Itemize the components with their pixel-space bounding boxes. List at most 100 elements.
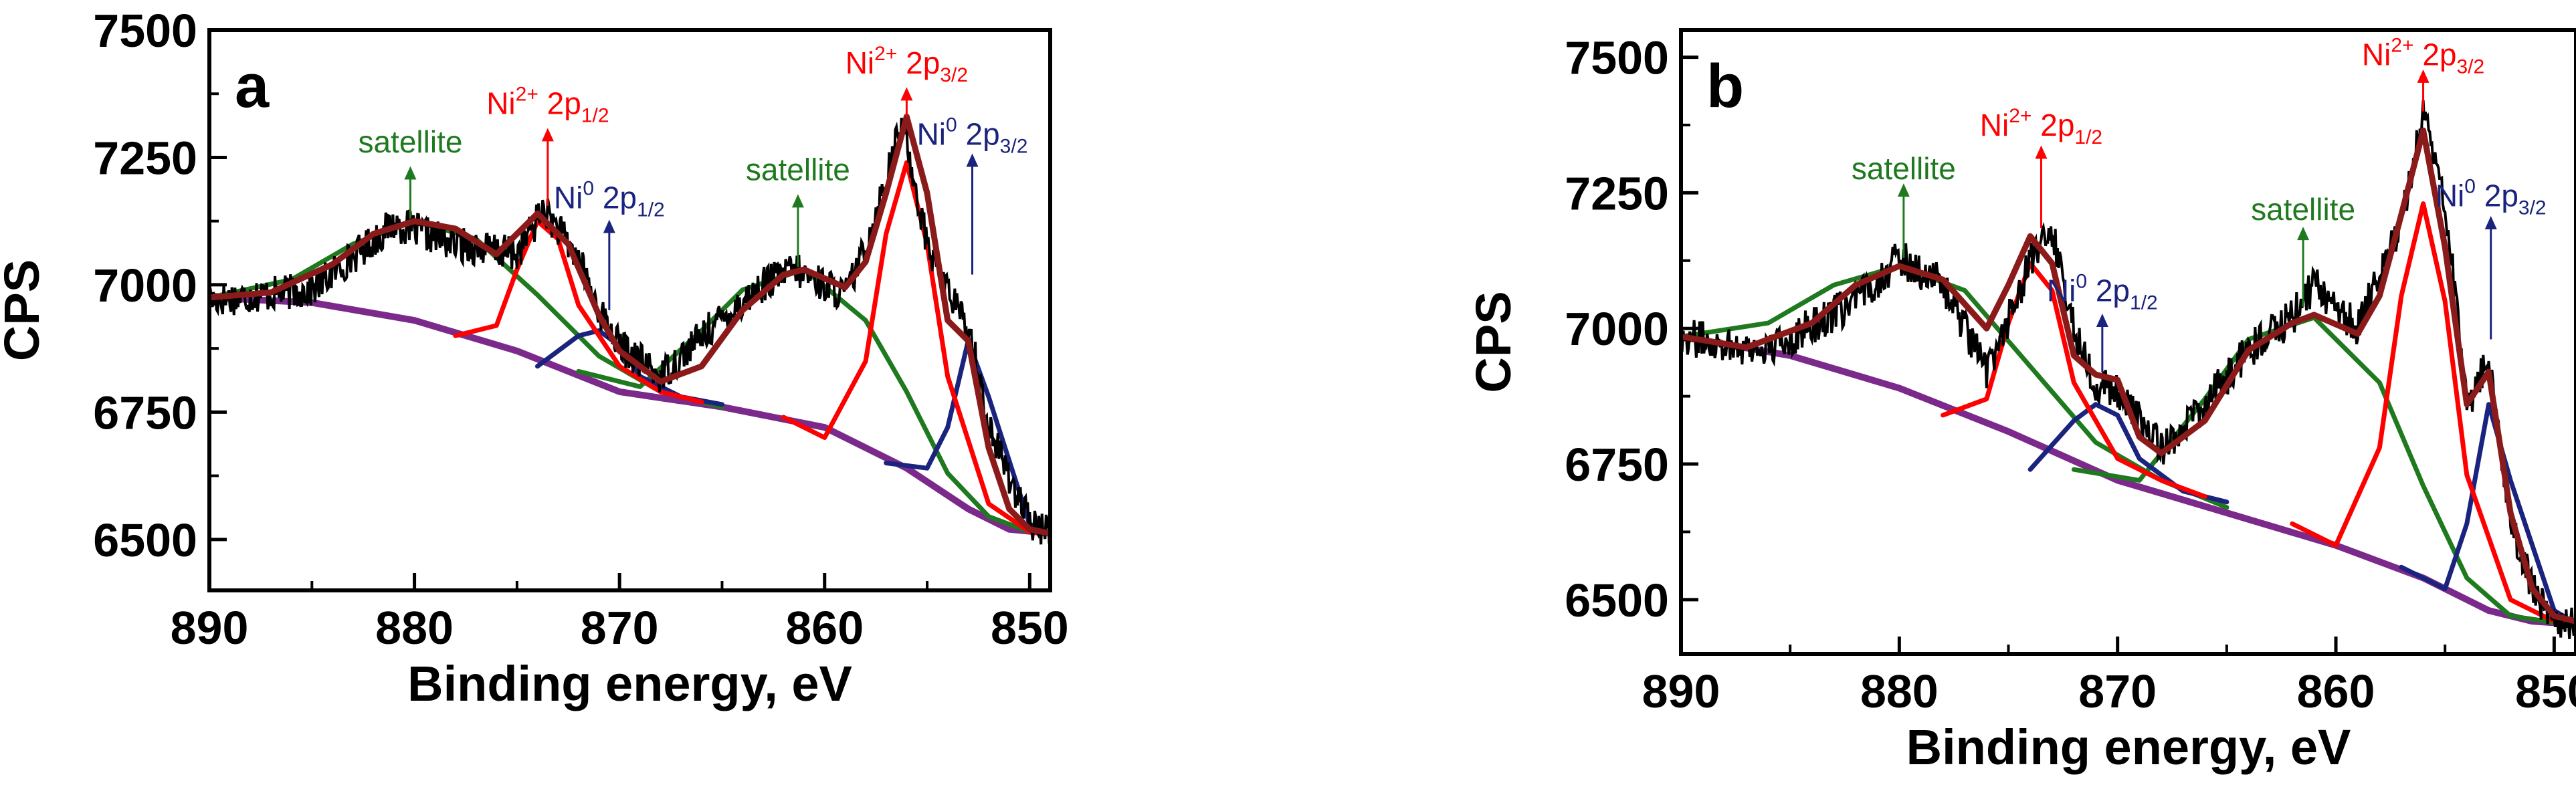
panel-b-y-tick-label: 6500	[1565, 574, 1669, 626]
panel-b-annotation-label: Ni2+ 2p3/2	[2362, 35, 2484, 78]
panel-a-annotation-label: Ni0 2p3/2	[917, 114, 1028, 157]
panel-a-frame	[207, 28, 1052, 592]
panel-b-annotation-tail: 2p	[2414, 37, 2457, 72]
panel-b-axes: 890 880 870 860 850 6500 6750 7000 7250 7500	[1565, 32, 2576, 717]
panel-b-x-tick-label: 860	[2297, 665, 2375, 717]
panel-a-annotation-sub: 1/2	[581, 105, 609, 127]
panel-a-annotation-tail: 2p	[897, 45, 940, 80]
panel-b-annotation-arrowhead	[2417, 69, 2430, 83]
panel-a-annotation-text: Ni	[917, 116, 946, 151]
panel-b-xlabel: Binding energy, eV	[1906, 719, 2351, 775]
panel-b-annotation-label: Ni2+ 2p1/2	[1980, 105, 2102, 148]
panel-a-annotation: Ni2+ 2p1/2	[486, 84, 609, 206]
panel-b-frame	[1679, 28, 2576, 656]
panel-a-letter: a	[235, 52, 270, 120]
panel-a-x-tick-label: 880	[375, 602, 454, 654]
panel-b-y-tick-label: 7000	[1565, 303, 1669, 355]
panel-a-annotation-tail: 2p	[594, 181, 637, 215]
panel-a-annotation-arrowhead	[603, 219, 615, 233]
panel-a-annotation-tail: 2p	[538, 86, 581, 121]
panel-b-annotation-text: satellite	[2251, 192, 2355, 227]
panel-b-background-curve	[1681, 333, 2576, 628]
panel-a-annotation-arrowhead	[966, 153, 979, 167]
panel-a-annotation-text: Ni	[846, 45, 874, 80]
panel-b-ni0-2p1-2-curve	[2027, 402, 2230, 505]
panel-b-annotation-sub: 1/2	[2074, 126, 2102, 148]
panel-b-annotation-arrowhead	[2297, 227, 2310, 241]
panel-a-annotation-label: Ni0 2p1/2	[554, 178, 665, 221]
panel-a-axes: 890 880 870 860 850 6500 6750 7000 7250 7500	[93, 5, 1068, 654]
panel-a-annotation-text: Ni	[486, 86, 515, 121]
panel-a-annotation-arrowhead	[900, 87, 913, 101]
panel-a-annotation-text: satellite	[746, 152, 850, 187]
panel-b-annotation-label: Ni0 2p3/2	[2436, 176, 2547, 219]
panel-a-y-tick-label: 6500	[93, 514, 197, 566]
panel-b-annotation-sub: 3/2	[2457, 56, 2485, 78]
panel-b-annotation-text: satellite	[1852, 151, 1956, 186]
panel-a-y-tick-label: 7500	[93, 5, 197, 57]
panel-a-background-curve	[209, 294, 1050, 537]
panel-a-annotation-arrowhead	[541, 128, 554, 142]
panel-b-annotation-label: satellite	[1852, 151, 1956, 186]
panel-b-y-tick-label: 7500	[1565, 32, 1669, 84]
panel-b-annotation: Ni0 2p1/2	[2047, 271, 2158, 372]
panel-b-y-tick-label: 7250	[1565, 167, 1669, 219]
panel-b-annotation-tail: 2p	[2476, 179, 2518, 213]
panel-a-ylabel: CPS	[0, 259, 49, 361]
panel-b-satellite-2-curve	[2071, 315, 2557, 625]
panel-b-ylabel: CPS	[1466, 291, 1521, 392]
panel-a-xlabel: Binding energy, eV	[407, 656, 852, 711]
panel-b-ni2-2p3-2-curve	[2290, 201, 2576, 626]
panel-a-annotation: Ni0 2p1/2	[554, 178, 665, 310]
panel-a-y-tick-label: 7000	[93, 259, 197, 312]
panel-a-annotation-label: satellite	[358, 124, 462, 159]
panel-a-annotation-arrowhead	[404, 166, 417, 180]
panel-a-annotation: satellite	[746, 152, 850, 267]
panel-b-annotation-label: satellite	[2251, 192, 2355, 227]
panel-b-x-tick-label: 880	[1860, 665, 1939, 717]
panel-a-annotation-sup: 2+	[516, 84, 538, 106]
panel-b-annotation: satellite	[1852, 151, 1956, 258]
panel-a-annotation-sub: 3/2	[1000, 135, 1028, 157]
panel-b-annotation-text: Ni	[2436, 179, 2464, 213]
panel-a-annotation: Ni2+ 2p3/2	[846, 43, 968, 117]
panel-b-annotation: satellite	[2251, 192, 2355, 307]
panel-b-annotation-arrowhead	[1897, 183, 1910, 197]
panel-a-annotation-label: satellite	[746, 152, 850, 187]
panel-a-envelope-curve	[209, 114, 1050, 537]
panel-b-annotation-sup: 0	[2464, 176, 2476, 198]
panel-a-annotation-text: Ni	[554, 181, 583, 215]
panel-a-annotation-sup: 0	[946, 114, 957, 136]
panel-b-annotation-text: Ni	[2362, 37, 2391, 72]
panel-b-annotation-arrowhead	[2484, 215, 2497, 229]
panel-b-annotation-sub: 1/2	[2130, 292, 2158, 314]
panel-b-x-tick-label: 890	[1642, 665, 1720, 717]
panel-a-y-tick-label: 6750	[93, 386, 197, 439]
panel-b-x-tick-label: 850	[2515, 665, 2576, 717]
panel-b-annotation: Ni2+ 2p3/2	[2362, 35, 2484, 112]
panel-a-annotation: Ni0 2p3/2	[917, 114, 1028, 275]
panel-b-y-tick-label: 6750	[1565, 439, 1669, 491]
panel-a-annotation-arrowhead	[791, 194, 804, 208]
panel-a-series	[209, 114, 1050, 545]
panel-b-annotation-sup: 0	[2076, 271, 2087, 293]
panel-b-annotation-label: Ni0 2p1/2	[2047, 271, 2158, 314]
panel-a-y-tick-label: 7250	[93, 132, 197, 184]
panel-b-annotation-sup: 2+	[2009, 105, 2032, 127]
panel-a-raw-spectrum	[209, 116, 1050, 545]
panel-b-annotation-sup: 2+	[2391, 35, 2413, 57]
panel-b-annotation-tail: 2p	[2032, 108, 2074, 142]
panel-a-annotation-text: satellite	[358, 124, 462, 159]
panel-b-ni2-2p1-2-curve	[1941, 261, 2207, 499]
panel-a-annotation-tail: 2p	[957, 116, 1000, 151]
panel-b-ni0-2p3-2-curve	[2399, 402, 2576, 626]
panel-a-annotation-label: Ni2+ 2p3/2	[846, 43, 968, 86]
panel-b-annotation-tail: 2p	[2087, 273, 2130, 308]
panel-b-annotation-arrowhead	[2035, 145, 2048, 159]
panel-b-series	[1681, 100, 2576, 639]
panel-b-annotation-text: Ni	[2047, 273, 2076, 308]
